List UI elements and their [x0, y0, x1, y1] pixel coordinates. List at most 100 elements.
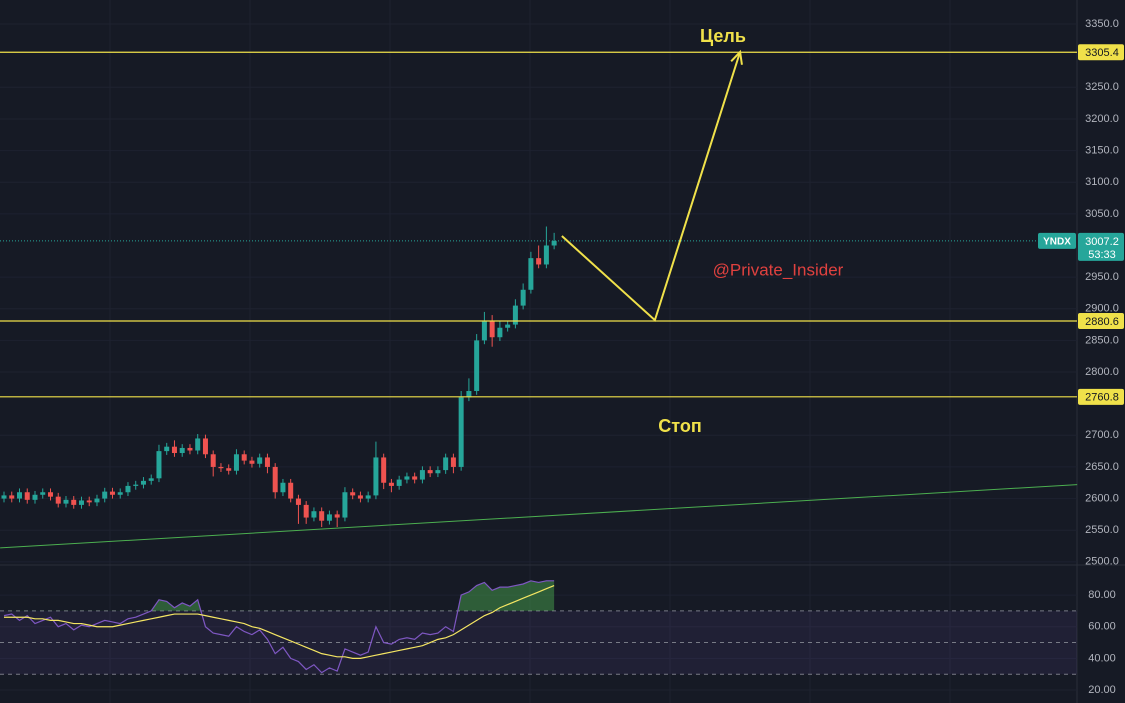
y-tick-label: 3350.0	[1085, 18, 1119, 30]
candle-body	[179, 447, 185, 454]
last-price-box	[1078, 232, 1124, 261]
level-price-label: 2760.8	[1085, 392, 1119, 404]
candle-body	[9, 495, 15, 499]
trend-line	[0, 484, 1078, 549]
candle-body	[326, 514, 332, 521]
candle-body	[249, 460, 255, 464]
y-tick-label: 20.00	[1088, 684, 1116, 696]
candle-body	[164, 446, 170, 452]
candle-body	[24, 492, 30, 500]
level-price-box	[1078, 313, 1124, 330]
candle-body	[319, 511, 325, 521]
level-price-box	[1078, 44, 1124, 61]
watermark: @Private_Insider	[713, 260, 844, 279]
candle-body	[148, 478, 154, 481]
candle-body	[520, 289, 526, 306]
y-tick-label: 2950.0	[1085, 271, 1119, 283]
candle-body	[218, 466, 224, 469]
candle-body	[140, 480, 146, 485]
candle-body	[210, 454, 216, 467]
candle-body	[474, 340, 480, 392]
candle-body	[233, 454, 239, 471]
candle-body	[102, 491, 108, 499]
level-price-box	[1078, 388, 1124, 405]
y-tick-label: 40.00	[1088, 652, 1116, 664]
candle-body	[71, 499, 77, 505]
candle-body	[133, 484, 139, 486]
symbol-box	[1038, 232, 1076, 249]
countdown-label: 53:33	[1088, 249, 1116, 261]
candle-body	[334, 514, 340, 518]
candle-body	[63, 499, 69, 504]
candle-body	[195, 438, 201, 451]
candle-body	[481, 321, 487, 341]
candle-body	[117, 492, 123, 495]
candle-body	[257, 457, 263, 464]
y-tick-label: 2550.0	[1085, 524, 1119, 536]
candle-body	[365, 495, 371, 499]
candle-body	[1, 495, 7, 499]
candle-body	[125, 485, 131, 493]
candle-body	[419, 470, 425, 480]
candle-body	[202, 438, 208, 455]
candle-body	[543, 245, 549, 265]
candle-body	[450, 457, 456, 467]
y-tick-label: 3100.0	[1085, 176, 1119, 188]
y-tick-label: 60.00	[1088, 621, 1116, 633]
candle-body	[388, 482, 394, 486]
candle-body	[94, 498, 100, 503]
y-tick-label: 2600.0	[1085, 492, 1119, 504]
candle-body	[396, 479, 402, 486]
y-tick-label: 2800.0	[1085, 366, 1119, 378]
candle-body	[288, 482, 294, 499]
y-tick-label: 2700.0	[1085, 429, 1119, 441]
candle-body	[528, 258, 534, 290]
symbol-label: YNDX	[1043, 237, 1071, 248]
candle-body	[536, 258, 542, 265]
vertical-grid	[109, 0, 951, 703]
y-tick-label: 3150.0	[1085, 144, 1119, 156]
candle-body	[435, 470, 441, 474]
candle-body	[381, 457, 387, 483]
y-tick-label: 80.00	[1088, 589, 1116, 601]
candle-body	[156, 451, 162, 479]
candle-body	[264, 457, 270, 467]
candle-body	[47, 492, 53, 497]
candle-body	[412, 476, 418, 480]
y-tick-label: 3050.0	[1085, 208, 1119, 220]
candle-body	[241, 454, 247, 461]
candle-body	[86, 500, 92, 503]
candle-body	[404, 476, 410, 480]
candle-body	[311, 511, 317, 518]
target-label: Цель	[700, 26, 746, 46]
candle-body	[78, 500, 84, 505]
forecast-path	[561, 51, 742, 322]
candle-body	[443, 457, 449, 471]
arrow-head	[730, 49, 743, 65]
candle-body	[512, 305, 518, 325]
candle-body	[109, 491, 115, 495]
candle-body	[280, 482, 286, 493]
candle-body	[295, 498, 301, 505]
candle-body	[458, 397, 464, 467]
last-price-label: 3007.2	[1085, 236, 1119, 248]
candle-body	[357, 495, 363, 499]
candle-body	[551, 240, 557, 246]
y-tick-label: 2500.0	[1085, 556, 1119, 568]
candle-body	[32, 494, 38, 500]
level-price-label: 2880.6	[1085, 316, 1119, 328]
stop-label: Стоп	[658, 416, 701, 436]
candle-body	[187, 447, 193, 451]
candle-body	[226, 468, 232, 471]
rsi-ma-line	[3, 585, 555, 659]
y-tick-label: 2900.0	[1085, 303, 1119, 315]
candle-body	[350, 492, 356, 496]
candle-body	[55, 496, 61, 504]
candle-body	[272, 466, 278, 493]
y-tick-label: 2850.0	[1085, 334, 1119, 346]
rsi-line	[3, 580, 555, 674]
candle-body	[466, 391, 472, 398]
y-tick-label: 3200.0	[1085, 113, 1119, 125]
y-tick-label: 2650.0	[1085, 461, 1119, 473]
